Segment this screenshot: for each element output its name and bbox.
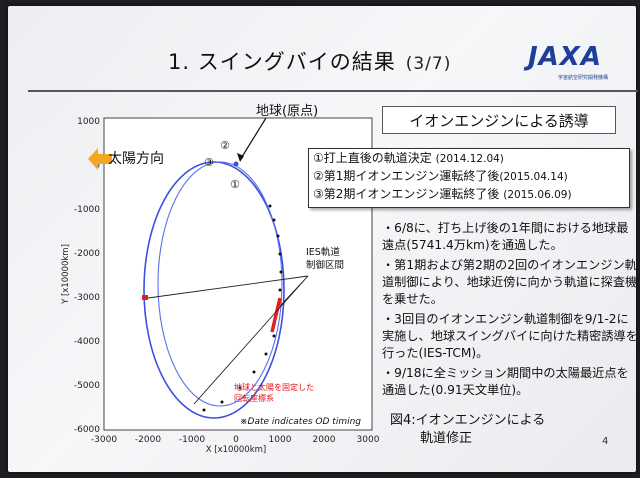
- x-tick: -3000: [91, 435, 117, 445]
- x-tick: 1000: [269, 435, 292, 445]
- orbit-marker-2: ②: [220, 139, 230, 152]
- bullet-item: ・第1期および第2期の2回のイオンエンジン軌道制御により、地球近傍に向かう軌道に…: [382, 258, 638, 306]
- event-row: ①打上直後の軌道決定 (2014.12.04): [313, 151, 504, 165]
- figure-caption: 図4:イオンエンジンによる 軌道修正: [390, 413, 546, 446]
- x-axis-label: X [x10000km]: [206, 445, 266, 455]
- bullet-item: ・6/8に、打ち上げ後の1年間における地球最遠点(5741.4万km)を通過した…: [382, 221, 629, 252]
- orbit-dot: [268, 204, 272, 208]
- y-tick: -2000: [74, 249, 100, 259]
- y-tick: 1000: [77, 117, 100, 127]
- logo-subtext: 宇宙航空研究開発機構: [558, 75, 609, 81]
- page-number: 4: [602, 436, 609, 447]
- ies-control-label: IES軌道 制御区間: [306, 247, 345, 271]
- rotating-frame-note: 地球と太陽を固定した 回転座標系: [234, 383, 314, 403]
- earth-pointer-head: [237, 153, 244, 162]
- earth-marker: [233, 161, 239, 167]
- orbit-dot: [279, 270, 283, 274]
- slide: 1. スイングバイの結果(3/7) JAXA 宇宙航空研究開発機構 1000 0…: [8, 6, 638, 472]
- earth-pointer: [239, 117, 267, 161]
- orbit-dot: [264, 352, 268, 356]
- orbit-dot: [202, 408, 206, 412]
- x-tick: -1000: [179, 435, 205, 445]
- orbit-dot: [220, 400, 224, 404]
- ies-pointer: [147, 275, 309, 405]
- earth-origin-label: 地球(原点): [256, 104, 319, 119]
- orbit-dot: [252, 370, 256, 374]
- orbit-dot: [278, 252, 282, 256]
- jaxa-logo: JAXA 宇宙航空研究開発機構: [528, 42, 618, 88]
- slide-title-page: (3/7): [405, 54, 452, 74]
- bullet-list: ・6/8に、打ち上げ後の1年間における地球最遠点(5741.4万km)を通過した…: [382, 220, 638, 402]
- x-tick: 0: [233, 435, 239, 445]
- orbit-dots: [202, 204, 283, 412]
- y-tick: -3000: [74, 293, 100, 303]
- logo-text: JAXA: [528, 42, 602, 72]
- y-tick: -4000: [74, 337, 100, 347]
- orbit-dot: [272, 334, 276, 338]
- bullet-item: ・3回目のイオンエンジン軌道制御を9/1-2に実施し、地球スイングバイに向けた精…: [382, 312, 638, 360]
- bullet-item: ・9/18に全ミッション期間中の太陽最近点を通過した(0.91天文単位)。: [382, 366, 629, 397]
- event-row: ②第1期イオンエンジン運転終了後(2015.04.14): [313, 169, 568, 183]
- orbit-marker-3: ③: [204, 156, 214, 169]
- orbit-dot: [272, 218, 276, 222]
- x-tick: 2000: [313, 435, 336, 445]
- y-tick: -5000: [74, 381, 100, 391]
- orbit-inner: [157, 161, 283, 407]
- orbit-dot: [238, 386, 242, 390]
- orbit-marker-1: ①: [230, 178, 240, 191]
- x-tick-labels: -3000 -2000 -1000 0 1000 2000 3000: [91, 435, 380, 445]
- orbit-outer: [143, 161, 285, 419]
- sun-direction-label: 太陽方向: [108, 151, 164, 167]
- orbit-dot: [278, 288, 282, 292]
- date-note: ※Date indicates OD timing: [240, 417, 361, 427]
- x-tick: 3000: [357, 435, 380, 445]
- control-marker-left: [142, 295, 148, 300]
- event-row: ③第2期イオンエンジン運転終了後 (2015.06.09): [313, 187, 572, 201]
- ion-engine-heading: イオンエンジンによる誘導: [382, 106, 616, 134]
- sun-arrow-icon: [88, 148, 112, 170]
- y-tick: -1000: [74, 205, 100, 215]
- y-tick: -6000: [74, 425, 100, 435]
- orbit-plot: 1000 0 -1000 -2000 -3000 -4000 -5000 -60…: [61, 117, 380, 455]
- orbit-dot: [276, 234, 280, 238]
- title-rule: [28, 90, 638, 92]
- ies-control-arc: [270, 297, 282, 333]
- y-axis-label: Y [x10000km]: [61, 244, 71, 305]
- x-tick: -2000: [135, 435, 161, 445]
- events-box: ①打上直後の軌道決定 (2014.12.04) ②第1期イオンエンジン運転終了後…: [308, 148, 630, 208]
- slide-title: 1. スイングバイの結果 (3/7): [168, 50, 452, 74]
